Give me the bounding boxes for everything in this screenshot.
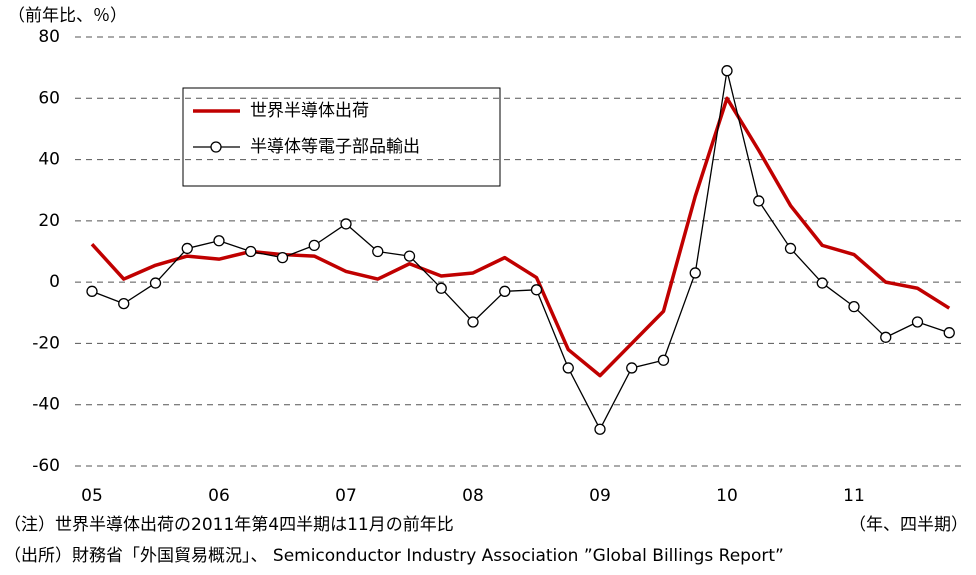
marker — [657, 354, 670, 366]
y-tick-label: 20 — [38, 211, 60, 231]
marker — [340, 218, 352, 230]
marker — [213, 235, 225, 247]
marker — [880, 331, 892, 343]
marker — [721, 65, 733, 77]
marker — [530, 284, 543, 296]
marker — [372, 245, 384, 258]
marker — [943, 327, 955, 339]
marker — [911, 316, 924, 328]
x-tick-label: 07 — [335, 486, 357, 506]
marker — [118, 297, 130, 310]
marker — [848, 301, 860, 313]
marker — [403, 250, 416, 262]
y-tick-label: 40 — [38, 150, 60, 170]
marker — [467, 316, 479, 328]
marker — [626, 362, 638, 374]
marker — [689, 267, 701, 279]
marker — [276, 251, 289, 264]
y-tick-label: 60 — [38, 88, 60, 108]
y-tick-label: -40 — [32, 395, 60, 415]
legend-box — [182, 87, 501, 187]
marker — [308, 239, 320, 252]
marker — [594, 423, 606, 435]
legend-label: 世界半導体出荷 — [250, 101, 369, 121]
x-tick-label: 10 — [716, 486, 738, 506]
x-tick-label: 08 — [462, 486, 484, 506]
legend-label: 半導体等電子部品輸出 — [250, 137, 420, 157]
marker — [435, 282, 447, 294]
y-tick-label: 80 — [38, 27, 60, 47]
x-tick-label: 11 — [843, 486, 865, 506]
y-axis-label: （前年比、％） — [8, 6, 127, 26]
marker — [816, 277, 828, 289]
x-tick-label: 05 — [81, 486, 103, 506]
y-tick-label: -60 — [32, 456, 60, 476]
x-axis-label: （年、四半期） — [849, 515, 968, 535]
source: （出所）財務省「外国貿易概況」、 Semiconductor Industry … — [4, 546, 784, 566]
marker — [245, 245, 257, 258]
marker — [753, 195, 765, 207]
series-line — [90, 96, 951, 378]
marker — [149, 277, 162, 289]
y-tick-label: 0 — [49, 272, 60, 292]
x-tick-label: 06 — [208, 486, 230, 506]
marker — [499, 285, 511, 297]
legend-marker — [210, 141, 222, 153]
x-tick-label: 09 — [589, 486, 611, 506]
series-line — [91, 70, 950, 430]
note: （注）世界半導体出荷の2011年第4四半期は11月の前年比 — [4, 515, 454, 535]
marker — [181, 242, 193, 255]
marker — [562, 362, 574, 374]
marker — [86, 285, 98, 297]
y-tick-label: -20 — [32, 333, 60, 353]
marker — [784, 242, 797, 255]
